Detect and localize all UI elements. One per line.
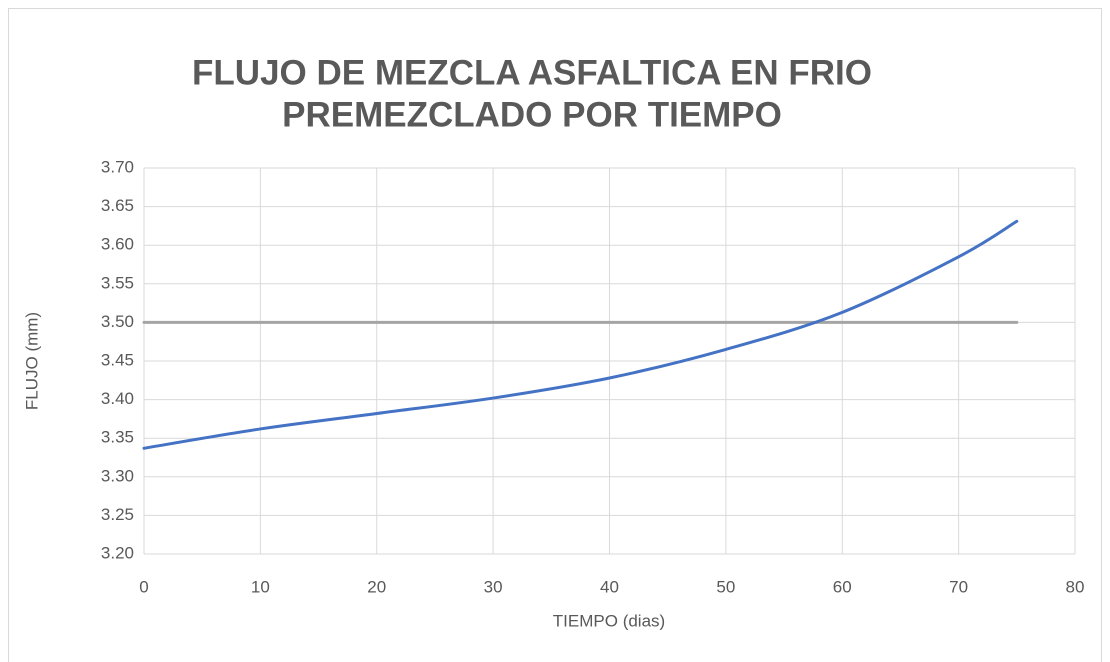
x-tick-label: 40 (600, 577, 619, 596)
y-tick-label: 3.70 (101, 157, 134, 176)
y-tick-label: 3.30 (101, 466, 134, 485)
y-axis-label: FLUJO (mm) (22, 312, 41, 410)
x-tick-label: 10 (251, 577, 270, 596)
x-axis-label: TIEMPO (dias) (553, 611, 665, 630)
y-tick-label: 3.65 (101, 196, 134, 215)
x-tick-label: 60 (833, 577, 852, 596)
x-tick-label: 50 (716, 577, 735, 596)
y-tick-label: 3.45 (101, 350, 134, 369)
x-tick-label: 0 (139, 577, 148, 596)
line-series (142, 219, 1019, 450)
y-tick-label: 3.20 (101, 543, 134, 562)
chart-title: FLUJO DE MEZCLA ASFALTICA EN FRIO (192, 53, 872, 92)
y-tick-label: 3.25 (101, 505, 134, 524)
chart-frame (8, 8, 1102, 662)
y-tick-label: 3.60 (101, 235, 134, 254)
y-tick-label: 3.50 (101, 312, 134, 331)
chart-title: PREMEZCLADO POR TIEMPO (282, 95, 782, 134)
x-tick-label: 30 (484, 577, 503, 596)
y-tick-label: 3.35 (101, 428, 134, 447)
y-tick-label: 3.55 (101, 273, 134, 292)
x-tick-label: 20 (367, 577, 386, 596)
x-tick-label: 70 (949, 577, 968, 596)
x-tick-label: 80 (1066, 577, 1085, 596)
y-tick-label: 3.40 (101, 389, 134, 408)
